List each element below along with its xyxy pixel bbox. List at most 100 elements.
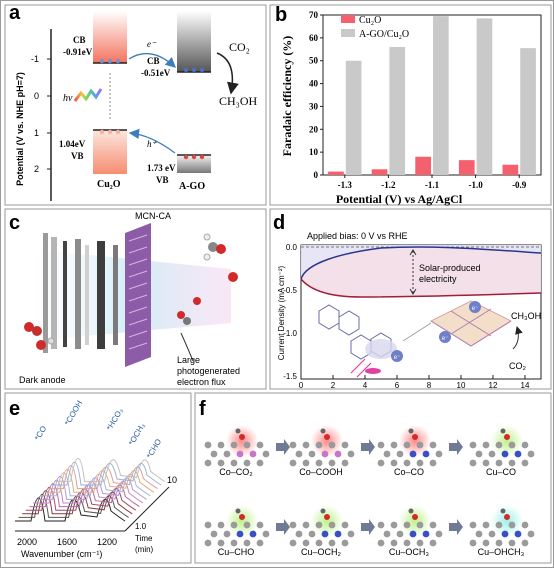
adsorbate-atom	[239, 434, 245, 440]
flux-label-line1: Large	[177, 355, 200, 365]
atom	[429, 539, 437, 547]
atom	[475, 450, 483, 458]
bar	[371, 169, 388, 175]
atom	[390, 521, 398, 529]
spectrum-trace	[54, 458, 165, 482]
atom	[377, 539, 385, 547]
atom	[256, 441, 264, 449]
atom	[495, 521, 503, 529]
adsorbate-atom	[320, 428, 326, 434]
atom	[262, 530, 270, 538]
panel-b-ylabel: Faradaic efficiency (%)	[280, 36, 294, 157]
bar	[458, 160, 475, 175]
adsorbate-atom	[324, 514, 330, 520]
atom	[521, 459, 529, 467]
dark-anode-plate	[51, 237, 57, 349]
cu2o-vb-band	[93, 130, 127, 174]
panel-a-tick-label: 0	[34, 91, 39, 101]
atom	[302, 539, 310, 547]
photo-current-curve	[300, 278, 542, 298]
pointer-line	[180, 332, 194, 362]
y-tick-label: 20	[309, 124, 319, 134]
atom	[469, 441, 477, 449]
atom	[289, 539, 297, 547]
panel-e-xtick: 1600	[57, 537, 77, 547]
peak-co: *CO	[33, 424, 48, 442]
dark-anode-plate	[43, 233, 48, 353]
atom	[243, 459, 251, 467]
atom	[334, 530, 342, 538]
step-arrow-icon	[449, 439, 463, 455]
atom	[341, 521, 349, 529]
electron-icon	[391, 350, 403, 362]
atom	[315, 539, 323, 547]
atom	[416, 441, 424, 449]
spectrum-trace	[43, 468, 155, 493]
atom	[289, 441, 297, 449]
step-arrow-icon	[276, 439, 290, 455]
adsorbate-atom	[412, 514, 418, 520]
electron-dot	[183, 67, 189, 73]
atom	[289, 521, 297, 529]
legend-label-ago: A-GO/Cu₂O	[359, 29, 409, 40]
atom	[295, 530, 303, 538]
atom	[390, 441, 398, 449]
adsorbate-atom	[239, 514, 245, 520]
atom	[249, 450, 257, 458]
atom	[527, 450, 535, 458]
separator-plate	[97, 241, 105, 349]
atom	[243, 441, 251, 449]
x-tick-label: -1.1	[425, 180, 440, 190]
panel-d-ytick: 0.0	[286, 243, 298, 252]
panel-a-tick-label: 1	[34, 128, 39, 138]
atom	[416, 459, 424, 467]
hole-dot	[199, 154, 205, 160]
double-arrow-heads	[409, 249, 417, 295]
atom	[217, 459, 225, 467]
cu2o-cb-value: -0.91eV	[63, 47, 93, 57]
hv-label: hv	[63, 93, 73, 104]
atom	[409, 450, 417, 458]
y-tick-label: 40	[309, 79, 319, 89]
pink-node	[365, 368, 381, 374]
atom	[521, 441, 529, 449]
atom	[514, 530, 522, 538]
atom	[295, 450, 303, 458]
atom	[469, 521, 477, 529]
peak-cho: *CHO	[145, 437, 163, 460]
atom	[403, 521, 411, 529]
ago-vb-band	[177, 155, 211, 173]
x-tick-label: -1.0	[468, 180, 483, 190]
peak-hco3: *HCO₃	[105, 407, 125, 432]
spectrum-trace	[51, 461, 162, 486]
bar	[415, 156, 431, 175]
molecule-atom	[228, 272, 238, 282]
atom	[217, 441, 225, 449]
atom	[488, 450, 496, 458]
mechanism-row-2	[204, 505, 535, 547]
light-zigzag-icon	[73, 88, 103, 102]
atom	[521, 539, 529, 547]
ch3oh-product: CH₃OH	[511, 311, 541, 321]
bias-label: Applied bias: 0 V vs RHE	[307, 231, 408, 241]
atom	[308, 530, 316, 538]
panel-b-xlabel: Potential (V) vs Ag/AgCl	[336, 192, 463, 206]
atom	[315, 441, 323, 449]
cu2o-cb-band	[93, 11, 127, 63]
legend-swatch-cu2o	[341, 15, 355, 23]
atom	[396, 450, 404, 458]
atom	[217, 539, 225, 547]
atom	[416, 539, 424, 547]
faradaic-bar-chart: 0 10 20 30 40 50 60 70 -1.3 -1.2 -1.1 -1.0 -0.9	[309, 10, 542, 190]
adsorbate-atom	[320, 508, 326, 514]
electron-dot	[115, 58, 121, 64]
ago-cb-value: -0.51eV	[141, 68, 171, 78]
atom	[321, 450, 329, 458]
atom	[262, 450, 270, 458]
intermediate-label: Cu–OHCH₃	[478, 547, 525, 557]
adsorbate-atom	[500, 428, 506, 434]
spectrum-trace	[40, 472, 151, 497]
atom	[495, 459, 503, 467]
molecule-atom	[193, 297, 201, 305]
atom	[204, 521, 212, 529]
